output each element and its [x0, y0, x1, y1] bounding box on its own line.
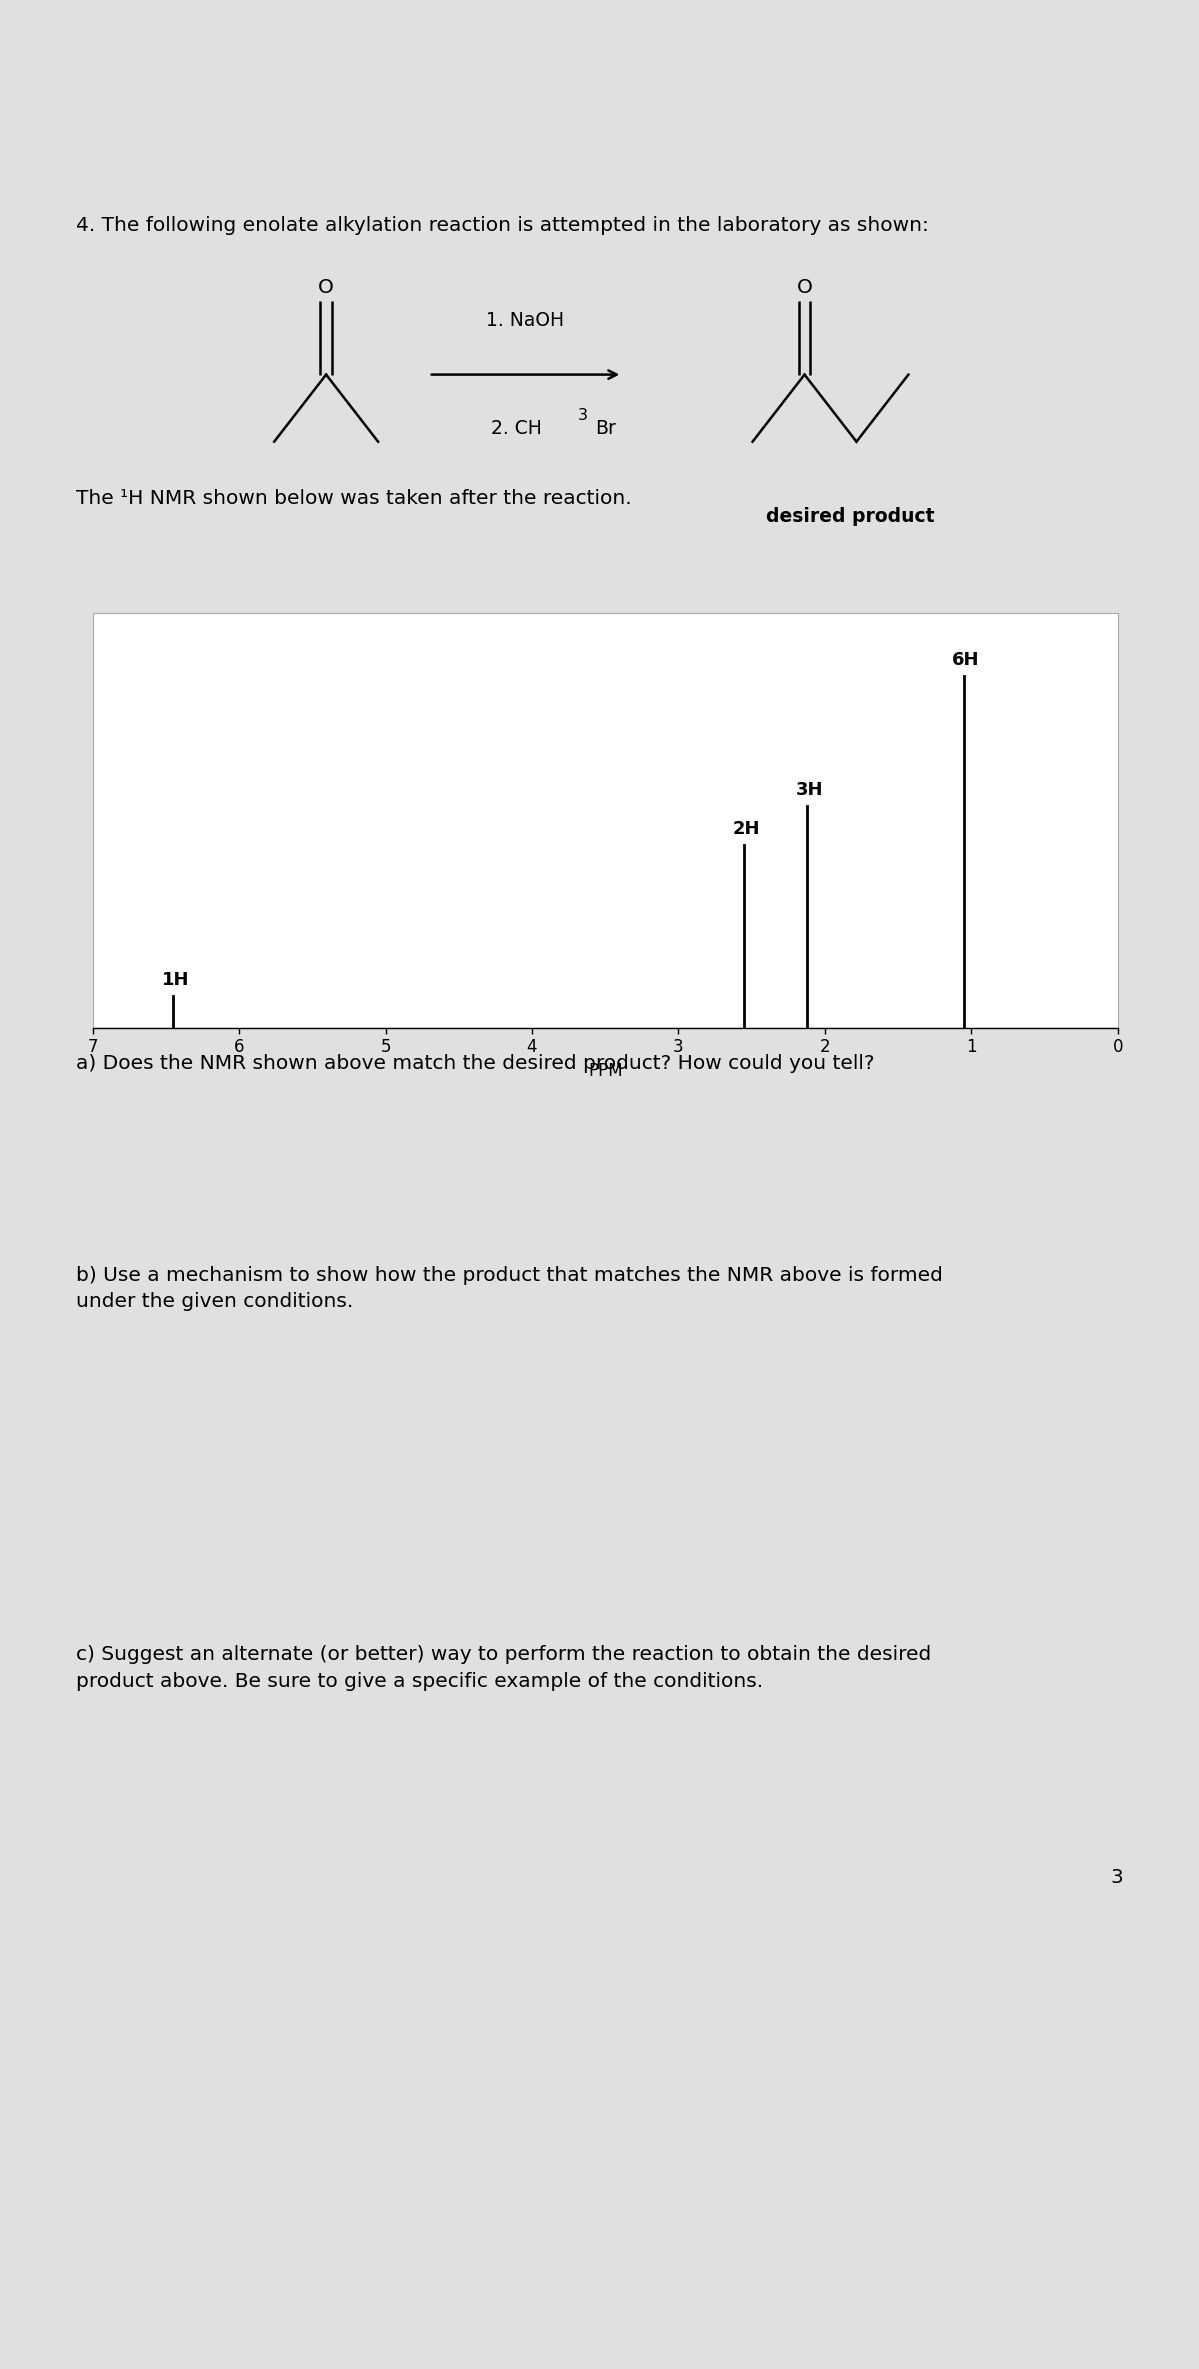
Text: c) Suggest an alternate (or better) way to perform the reaction to obtain the de: c) Suggest an alternate (or better) way … [76, 1646, 930, 1691]
Text: Br: Br [595, 419, 616, 438]
Text: 4. The following enolate alkylation reaction is attempted in the laboratory as s: 4. The following enolate alkylation reac… [76, 216, 928, 235]
Text: 3: 3 [1110, 1869, 1123, 1888]
Text: 3H: 3H [796, 782, 823, 798]
Text: O: O [796, 280, 813, 298]
Text: O: O [318, 280, 335, 298]
Text: b) Use a mechanism to show how the product that matches the NMR above is formed
: b) Use a mechanism to show how the produ… [76, 1265, 942, 1312]
Text: 3: 3 [578, 407, 588, 424]
Text: a) Does the NMR shown above match the desired product? How could you tell?: a) Does the NMR shown above match the de… [76, 1054, 874, 1073]
X-axis label: PPM: PPM [588, 1061, 622, 1080]
Text: The ¹H NMR shown below was taken after the reaction.: The ¹H NMR shown below was taken after t… [76, 490, 631, 509]
Text: desired product: desired product [766, 507, 934, 526]
Text: 1. NaOH: 1. NaOH [487, 310, 565, 329]
Text: 1H: 1H [162, 971, 189, 988]
Text: 2H: 2H [733, 820, 760, 839]
Text: 6H: 6H [952, 651, 980, 668]
Text: 2. CH: 2. CH [492, 419, 542, 438]
